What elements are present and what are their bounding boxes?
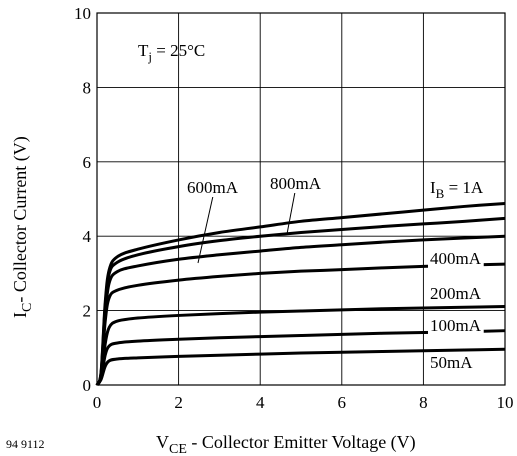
x-tick-label: 10 — [497, 393, 514, 412]
series-label: 600mA — [185, 178, 241, 197]
series-line — [95, 305, 506, 386]
series-label: 800mA — [268, 174, 324, 193]
y-tick-label: 8 — [83, 78, 92, 97]
label-leader-lines — [197, 191, 296, 264]
svg-text:400mA: 400mA — [430, 249, 482, 268]
series-line — [95, 234, 506, 386]
y-axis-title: IC- Collector Current (V) — [10, 136, 35, 318]
x-axis-title: VCE - Collector Emitter Voltage (V) — [156, 432, 416, 456]
x-tick-label: 8 — [419, 393, 428, 412]
svg-text:600mA: 600mA — [187, 178, 239, 197]
series-label: 50mA — [428, 353, 476, 372]
svg-text:IB = 1A: IB = 1A — [430, 178, 484, 201]
series-line — [95, 262, 506, 386]
leader-600mA — [197, 195, 214, 264]
series-label: 400mA — [428, 249, 484, 268]
svg-text:100mA: 100mA — [430, 316, 482, 335]
y-tick-label: 4 — [83, 227, 92, 246]
series-label: IB = 1A — [430, 178, 484, 201]
x-tick-label: 6 — [338, 393, 347, 412]
svg-text:50mA: 50mA — [430, 353, 473, 372]
y-tick-label: 6 — [83, 153, 92, 172]
series-label: 200mA — [428, 284, 484, 303]
series-line — [95, 329, 506, 386]
series-curves — [95, 201, 506, 386]
leader-800mA — [286, 191, 296, 235]
figure-id: 94 9112 — [6, 437, 45, 451]
series-labels: IB = 1A 800mA 600mA 400mA 200mA 100mA 50mA — [185, 174, 484, 372]
x-tick-label: 4 — [256, 393, 265, 412]
x-tick-label: 2 — [174, 393, 183, 412]
y-tick-label: 0 — [83, 376, 92, 395]
tick-labels: 0 2 4 6 8 10 0 2 4 6 8 10 — [74, 4, 514, 412]
series-label: 100mA — [428, 316, 484, 335]
y-tick-label: 2 — [83, 302, 92, 321]
y-tick-label: 10 — [74, 4, 91, 23]
x-tick-label: 0 — [93, 393, 102, 412]
temperature-annotation: Tj = 25°C — [138, 41, 205, 64]
series-line — [95, 347, 506, 386]
svg-text:200mA: 200mA — [430, 284, 482, 303]
svg-text:800mA: 800mA — [270, 174, 322, 193]
plot-frame — [96, 12, 506, 386]
